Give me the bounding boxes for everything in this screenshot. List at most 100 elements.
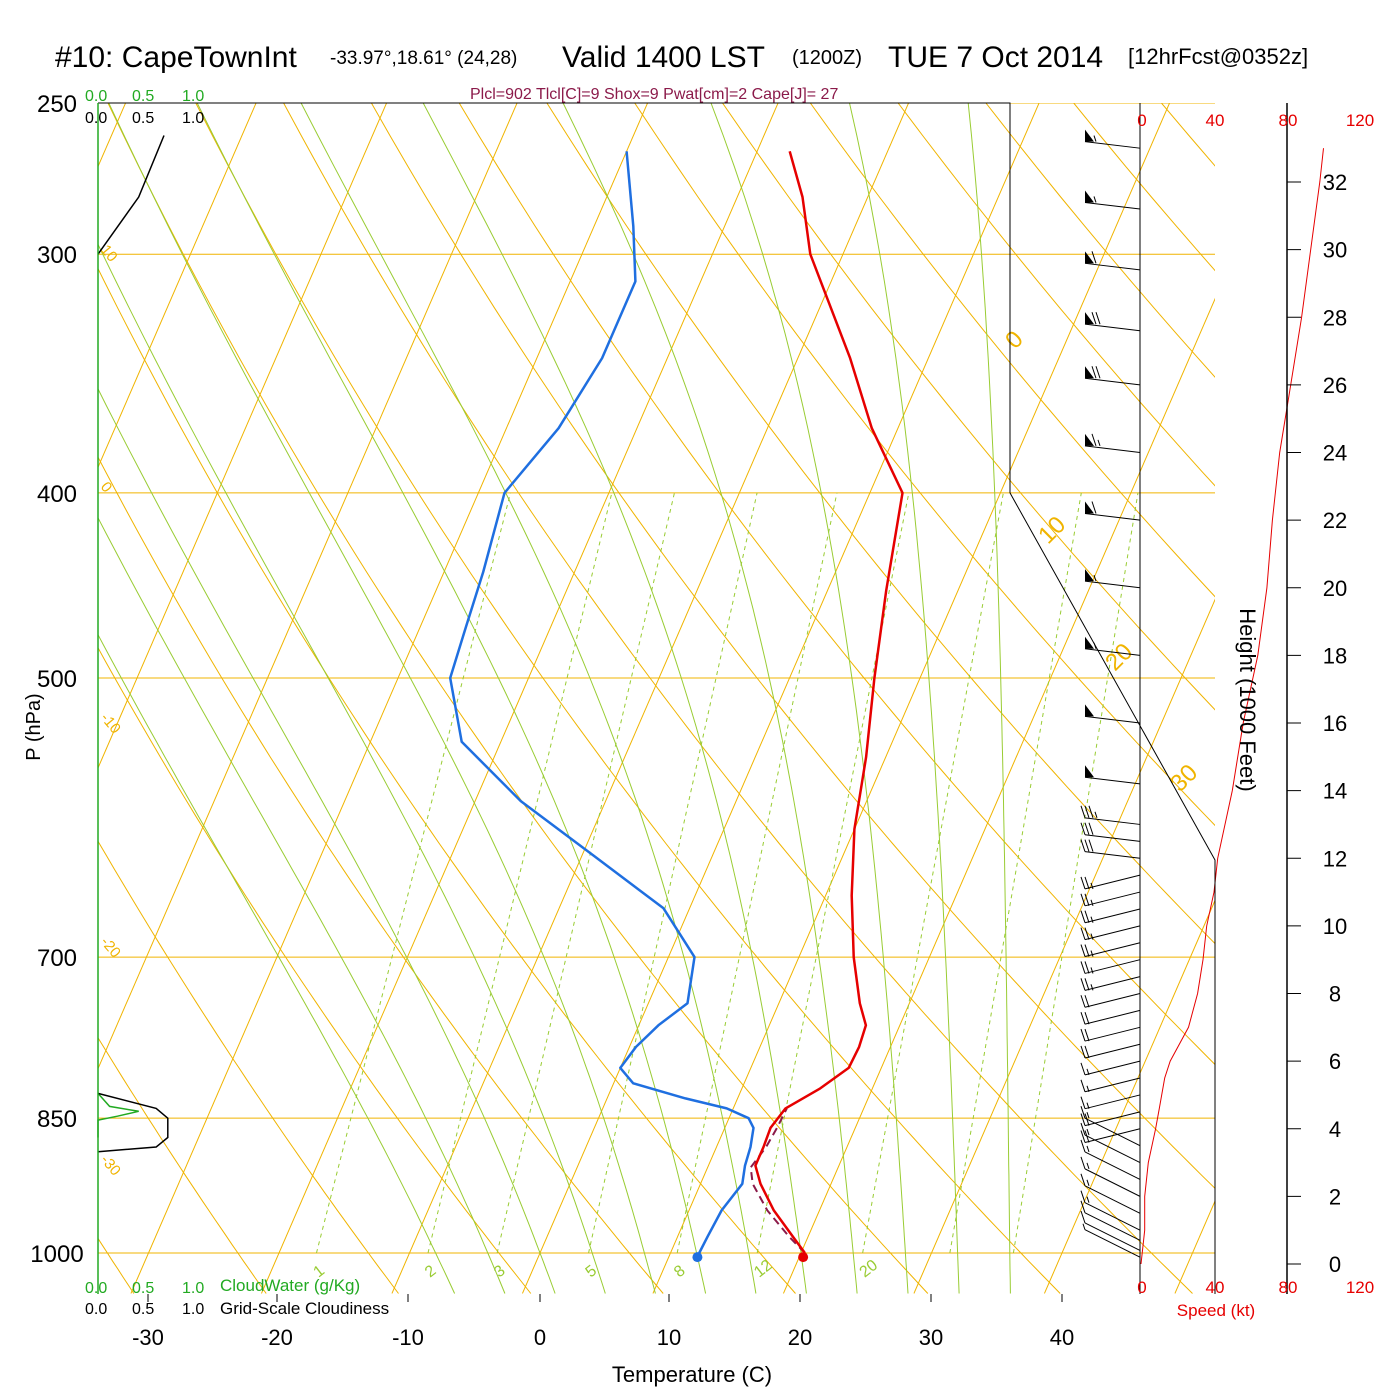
wind-barb-feather [1080, 995, 1086, 1008]
moist-adiabat-line [422, 103, 807, 1294]
wind-barb [1084, 1128, 1141, 1143]
wind-barb-flag [1085, 569, 1094, 582]
cloud-scale-1-top: 1.0 [182, 110, 204, 127]
wind-barb-feather [1088, 805, 1094, 818]
wind-barb [1084, 648, 1141, 656]
cloud-scale-0-top: 0.0 [85, 110, 107, 127]
isotherm-line [260, 103, 779, 1294]
wind-barb [1084, 1212, 1141, 1241]
speed-tick-label-top: 0 [1137, 111, 1146, 130]
wind-barb-feather [1080, 1105, 1086, 1119]
speed-axis-title: Speed (kt) [1177, 1301, 1255, 1320]
wind-barb-feather [1084, 1028, 1090, 1042]
wind-barb [1084, 891, 1141, 907]
wind-barb-flag [1085, 636, 1094, 649]
wind-barb-half [1090, 950, 1094, 957]
wind-barb-feather [1080, 1210, 1086, 1224]
wind-barb-flag [1085, 190, 1094, 203]
dry-adiabat-line [0, 69, 2, 1293]
wind-barb-feather [1091, 433, 1097, 447]
valid-date: TUE 7 Oct 2014 [888, 41, 1103, 74]
wind-barb [1084, 445, 1141, 453]
wind-barb [1084, 1009, 1141, 1025]
pressure-tick-label: 500 [37, 666, 77, 693]
adiabat-label: 0 [1000, 326, 1029, 355]
wind-barb-feather [1084, 839, 1090, 852]
wind-barb-feather [1084, 978, 1090, 991]
wind-barb [1084, 377, 1141, 386]
wind-barb-feather [1084, 1130, 1090, 1143]
wind-barb-half [1082, 1223, 1086, 1230]
moist-adiabat-line [98, 516, 506, 1294]
cw-scale-0-bottom: 0.0 [85, 1280, 107, 1297]
axis-ticks: -30 -20 -10 0 10 20 30 402503004005007008501000… [30, 91, 1374, 1350]
speed-tick-label-top: 80 [1279, 111, 1298, 130]
dry-adiabat-line [897, 103, 1215, 487]
mixing-ratio-line [676, 492, 838, 1254]
cloud-panel [97, 135, 169, 1153]
isotherm-line [782, 297, 1215, 1294]
speed-tick-label-bottom: 80 [1279, 1278, 1298, 1297]
wind-barb [1084, 851, 1141, 859]
wind-barb-feather [1080, 1130, 1086, 1143]
wind-barb-half [1090, 967, 1094, 974]
wind-barb-half [1086, 1102, 1090, 1109]
mixing-ratio-line [315, 492, 511, 1254]
wind-barb [1084, 1151, 1141, 1180]
isotherm-label: 10 [97, 242, 121, 266]
forecast-info: [12hrFcst@0352z] [1128, 44, 1308, 69]
pressure-tick-label: 250 [37, 91, 77, 118]
moist-adiabat-line [562, 103, 858, 1294]
wind-barb-feather [1084, 876, 1090, 890]
wind-barb [1084, 1077, 1141, 1093]
wind-barb-feather [1080, 910, 1086, 923]
wind-barb [1084, 1202, 1141, 1231]
mixing-ratio-label: 8 [671, 1262, 689, 1281]
mixing-ratio-label: 5 [583, 1262, 601, 1281]
station-title: #10: CapeTownInt [55, 41, 297, 74]
dry-adiabat-line [98, 840, 399, 1294]
height-tick-label: 20 [1323, 576, 1347, 601]
wind-barb [1084, 976, 1141, 991]
height-tick-label: 18 [1323, 643, 1347, 668]
isotherm-label: -30 [97, 1152, 124, 1180]
mixing-ratio-line [1012, 492, 1139, 1254]
moist-adiabat-line [710, 103, 909, 1294]
moist-adiabat-line [196, 103, 707, 1294]
mixing-ratio-label: 20 [857, 1257, 882, 1281]
wind-barb-feather [1080, 1113, 1086, 1126]
wind-barb-flag [1085, 433, 1094, 446]
wind-barb-feather [1080, 978, 1086, 991]
speed-tick-label-top: 120 [1346, 111, 1374, 130]
isotherm-line [652, 103, 1171, 1294]
wind-barb-feather [1080, 1011, 1086, 1025]
wind-barb [1084, 513, 1141, 521]
wind-barb-half [1086, 1196, 1090, 1203]
wind-barb-feather [1084, 927, 1090, 940]
wind-barb-feather [1091, 251, 1097, 264]
cw-scale-0-top: 0.0 [85, 88, 107, 105]
temperature-trace [754, 150, 904, 1254]
wind-barb-feather [1080, 961, 1086, 974]
wind-barb-half [1090, 899, 1094, 906]
x-axis-title: Temperature (C) [612, 1362, 772, 1387]
sounding-traces [448, 150, 904, 1263]
x-tick-label: 10 [657, 1325, 681, 1350]
wind-barb-feather [1084, 822, 1090, 835]
moist-adiabat-line [98, 387, 556, 1294]
wind-barb-feather [1080, 1096, 1086, 1109]
dry-adiabat-line [546, 103, 1215, 945]
isotherm-line [130, 103, 649, 1294]
dry-adiabat-line [458, 103, 1215, 1066]
wind-barb-half [1090, 984, 1094, 991]
isotherm-line [0, 69, 10, 1293]
moist-adiabat-line [108, 103, 656, 1294]
wind-barb-feather [1084, 893, 1090, 906]
wind-barb-feather [1084, 995, 1090, 1008]
x-tick-label: -20 [261, 1325, 293, 1350]
wind-barb [1084, 1222, 1141, 1251]
surface-temperature-marker [798, 1252, 809, 1263]
wind-barb-feather [1084, 910, 1090, 923]
wind-barb [1084, 874, 1141, 890]
cloudiness-label: Grid-Scale Cloudiness [220, 1299, 389, 1318]
